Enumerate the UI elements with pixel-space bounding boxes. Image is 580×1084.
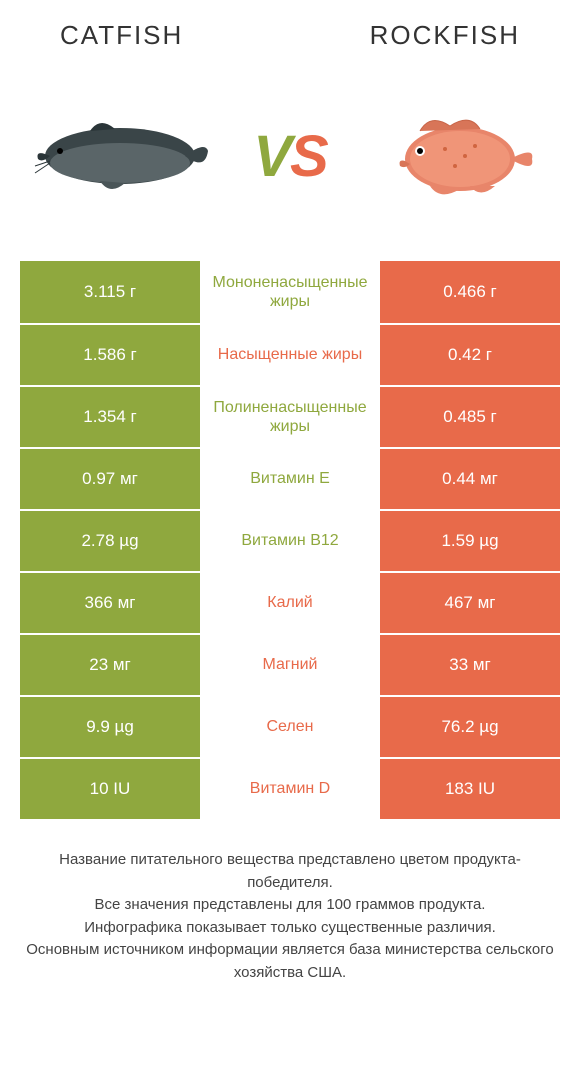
nutrient-label: Калий [200, 573, 380, 633]
table-row: 1.354 гПолиненасыщенные жиры0.485 г [20, 385, 560, 447]
nutrient-label: Мононенасыщенные жиры [200, 261, 380, 323]
table-row: 3.115 гМононенасыщенные жиры0.466 г [20, 261, 560, 323]
table-row: 0.97 мгВитамин E0.44 мг [20, 447, 560, 509]
right-product-title: ROCKFISH [370, 20, 520, 51]
right-value: 183 IU [380, 759, 560, 819]
nutrient-label: Витамин E [200, 449, 380, 509]
footer-line-2: Все значения представлены для 100 граммо… [20, 894, 560, 917]
nutrient-label: Витамин B12 [200, 511, 380, 571]
vs-s-letter: S [290, 124, 327, 189]
right-value: 0.466 г [380, 261, 560, 323]
left-value: 2.78 µg [20, 511, 200, 571]
left-value: 366 мг [20, 573, 200, 633]
nutrient-label: Витамин D [200, 759, 380, 819]
header: CATFISH ROCKFISH [0, 0, 580, 61]
nutrient-label: Селен [200, 697, 380, 757]
right-value: 0.485 г [380, 387, 560, 447]
vs-badge: VS [253, 123, 326, 190]
table-row: 2.78 µgВитамин B121.59 µg [20, 509, 560, 571]
right-value: 1.59 µg [380, 511, 560, 571]
left-value: 9.9 µg [20, 697, 200, 757]
left-product-title: CATFISH [60, 20, 183, 51]
nutrient-label: Полиненасыщенные жиры [200, 387, 380, 447]
table-row: 9.9 µgСелен76.2 µg [20, 695, 560, 757]
table-row: 23 мгМагний33 мг [20, 633, 560, 695]
table-row: 10 IUВитамин D183 IU [20, 757, 560, 819]
rockfish-image [370, 86, 550, 226]
left-value: 1.354 г [20, 387, 200, 447]
footer-notes: Название питательного вещества представл… [0, 819, 580, 1004]
left-value: 23 мг [20, 635, 200, 695]
right-value: 0.44 мг [380, 449, 560, 509]
footer-line-4: Основным источником информации является … [20, 939, 560, 984]
comparison-table: 3.115 гМононенасыщенные жиры0.466 г1.586… [0, 261, 580, 819]
right-value: 0.42 г [380, 325, 560, 385]
nutrient-label: Магний [200, 635, 380, 695]
right-value: 33 мг [380, 635, 560, 695]
left-value: 3.115 г [20, 261, 200, 323]
table-row: 1.586 гНасыщенные жиры0.42 г [20, 323, 560, 385]
footer-line-3: Инфографика показывает только существенн… [20, 917, 560, 940]
right-value: 76.2 µg [380, 697, 560, 757]
left-value: 10 IU [20, 759, 200, 819]
left-value: 1.586 г [20, 325, 200, 385]
table-row: 366 мгКалий467 мг [20, 571, 560, 633]
images-row: VS [0, 61, 580, 261]
vs-v-letter: V [253, 124, 290, 189]
left-value: 0.97 мг [20, 449, 200, 509]
catfish-image [30, 86, 210, 226]
nutrient-label: Насыщенные жиры [200, 325, 380, 385]
footer-line-1: Название питательного вещества представл… [20, 849, 560, 894]
right-value: 467 мг [380, 573, 560, 633]
